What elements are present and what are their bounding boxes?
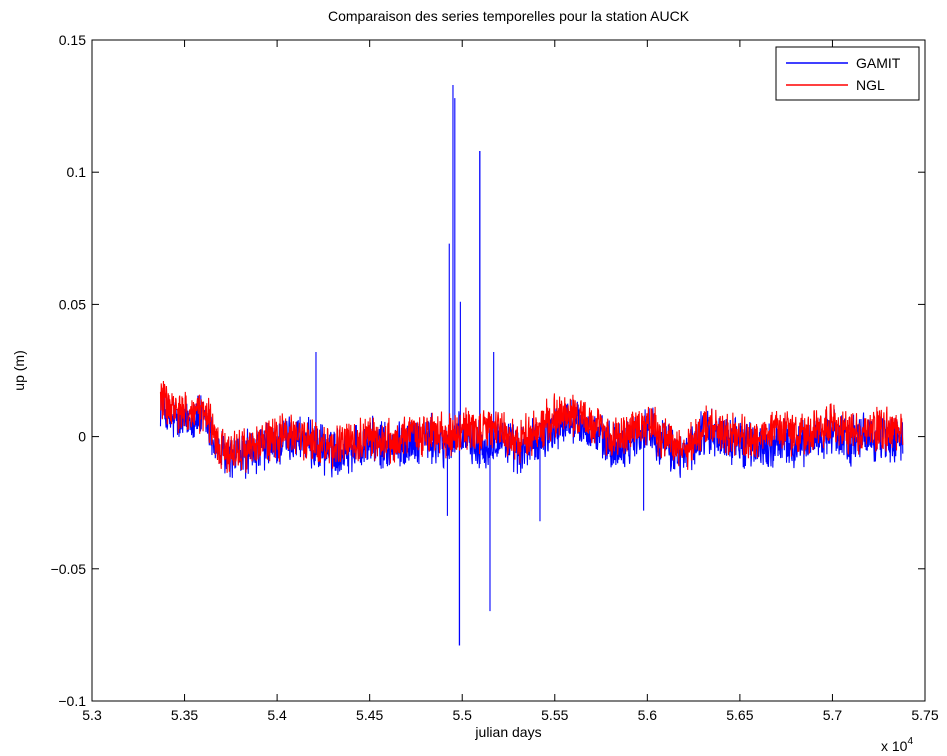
x-tick-label: 5.4 [267,707,287,723]
legend: GAMIT NGL [775,46,920,101]
x-tick-label: 5.55 [541,707,568,723]
legend-box [775,46,920,101]
y-tick-label: 0 [78,429,86,445]
y-tick-label: 0.05 [59,296,86,312]
y-axis-label: up (m) [11,350,27,390]
legend-label-ngl: NGL [856,77,885,93]
y-tick-label: −0.05 [51,561,87,577]
axis-ticks: 5.3 5.35 5.4 5.45 5.5 5.55 5.6 5.65 5.7 5.75 −0.1 −… [51,32,939,723]
x-tick-label: 5.3 [82,707,102,723]
y-tick-label: −0.1 [58,693,86,709]
x-multiplier-base: x 10 [881,738,908,754]
x-tick-label: 5.6 [638,707,658,723]
series-layer [159,84,904,646]
x-axis-label: julian days [474,724,541,740]
x-tick-label: 5.65 [726,707,753,723]
x-axis-multiplier: x 104 [881,736,913,754]
x-tick-label: 5.35 [171,707,198,723]
legend-label-gamit: GAMIT [856,55,901,71]
x-tick-label: 5.45 [356,707,383,723]
series-line-ngl [159,380,904,473]
x-tick-label: 5.7 [823,707,843,723]
x-multiplier-exponent: 4 [907,736,913,747]
plot-area [91,39,926,702]
y-tick-label: 0.15 [59,32,86,48]
x-tick-label: 5.75 [911,707,938,723]
y-tick-label: 0.1 [67,164,87,180]
chart-title: Comparaison des series temporelles pour … [328,8,690,24]
x-tick-label: 5.5 [452,707,472,723]
